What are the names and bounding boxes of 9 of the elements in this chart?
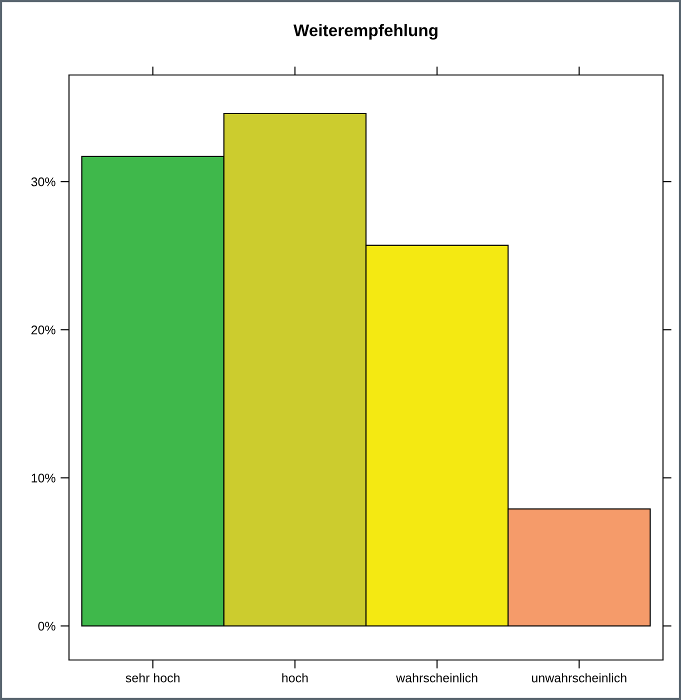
x-tick-label: sehr hoch xyxy=(126,673,180,682)
y-tick-label: 20% xyxy=(31,326,56,334)
y-tick-label: 30% xyxy=(31,177,56,186)
y-tick-label: 10% xyxy=(32,474,56,482)
y-tick-label: 0% xyxy=(38,622,56,631)
x-tick-label: unwahrscheinlich xyxy=(532,673,626,682)
x-tick-label: wahrscheinlich xyxy=(396,673,478,682)
x-tick-label: hoch xyxy=(282,673,308,682)
chart-title: Weiterempfehlung xyxy=(293,24,438,40)
